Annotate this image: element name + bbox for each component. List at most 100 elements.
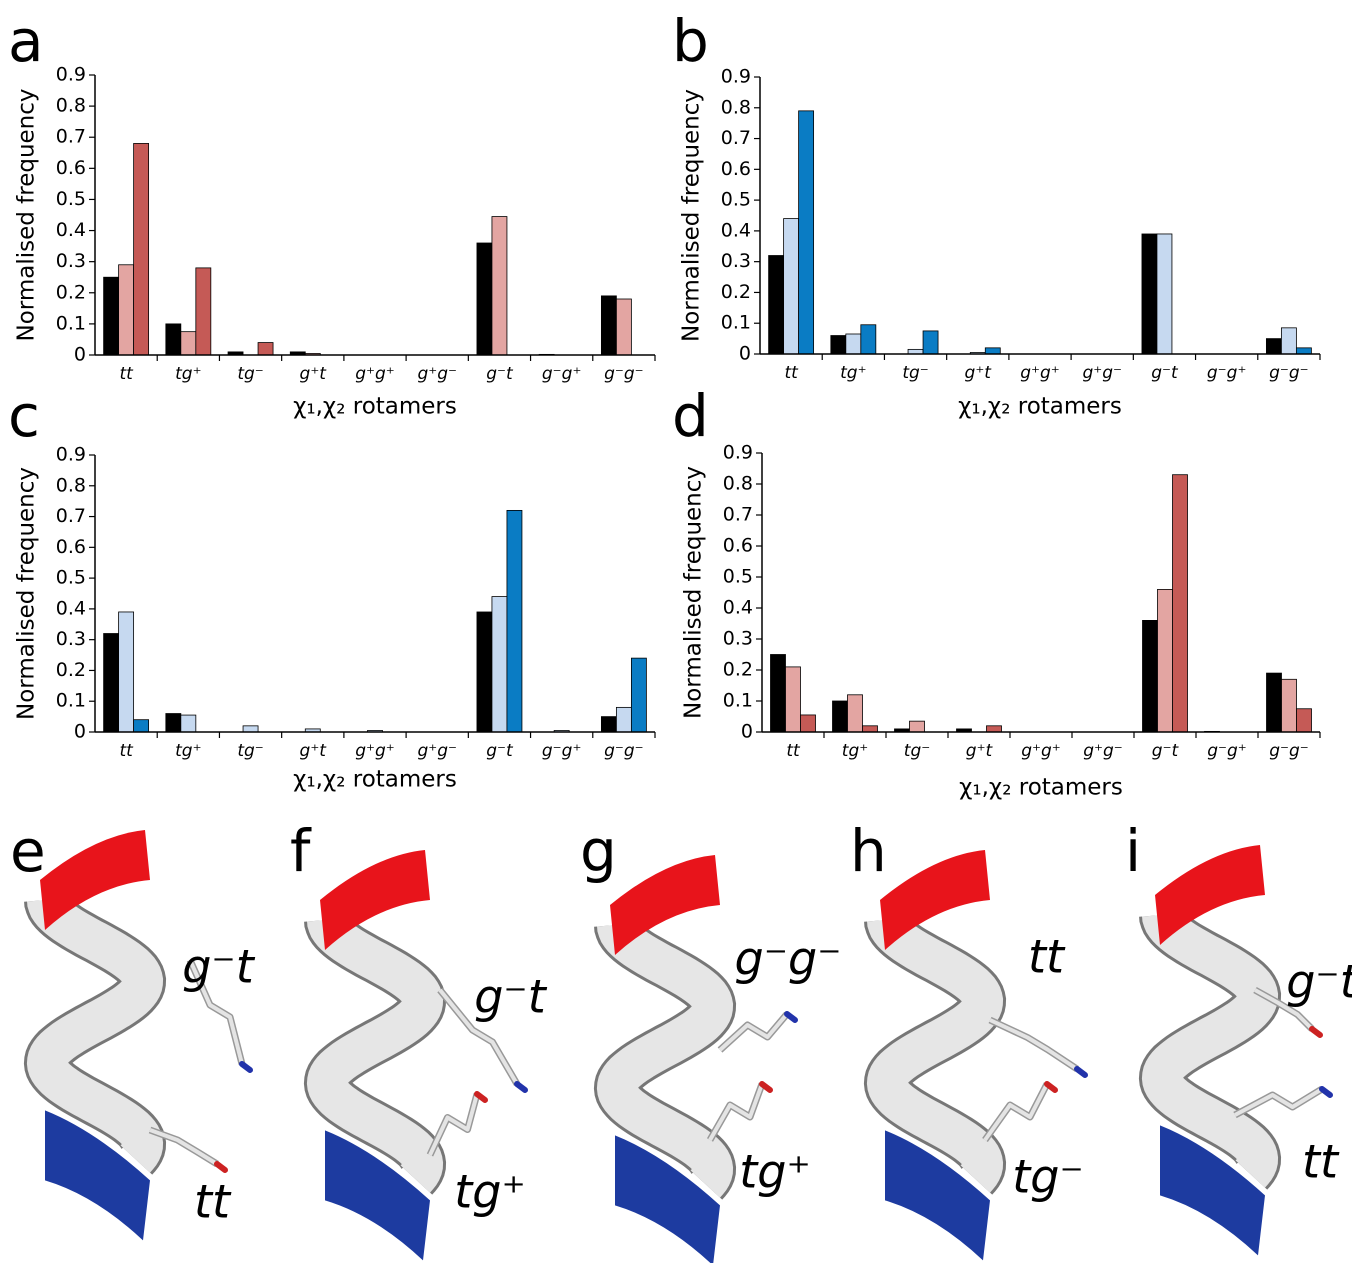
side-chain-tip	[1322, 1089, 1330, 1095]
bar	[119, 612, 134, 732]
y-tick-label: 0.8	[56, 474, 86, 496]
x-tick-label: g⁻g⁺	[542, 741, 582, 761]
x-tick-label: tg⁻	[237, 364, 263, 384]
bar	[910, 721, 925, 732]
x-tick-label: tg⁻	[902, 363, 928, 383]
bar	[1281, 328, 1296, 354]
x-tick-label: g⁺g⁻	[417, 364, 457, 384]
y-tick-label: 0.6	[56, 157, 86, 179]
rotamer-label: tg⁻	[1012, 1150, 1084, 1204]
x-axis-label: χ₁,χ₂ rotamers	[293, 394, 457, 420]
y-tick-label: 0	[74, 721, 86, 743]
x-tick-label: g⁻g⁺	[1207, 741, 1247, 761]
side-chain	[985, 1084, 1047, 1140]
y-tick-label: 0.8	[721, 96, 751, 118]
panel-label: e	[10, 817, 46, 885]
x-tick-label: g⁺g⁻	[1083, 741, 1123, 761]
x-tick-label: g⁻t	[486, 741, 514, 761]
x-tick-label: g⁻g⁻	[604, 364, 644, 384]
bar	[258, 343, 273, 355]
y-tick-label: 0.3	[721, 250, 751, 272]
bar	[166, 324, 181, 355]
y-tick-label: 0.5	[721, 189, 751, 211]
bar	[771, 655, 786, 733]
rotamer-label: tt	[1028, 930, 1066, 984]
bar	[861, 325, 876, 354]
rotamer-label: tt	[194, 1175, 232, 1229]
bar	[507, 510, 522, 732]
x-tick-label: g⁺t	[300, 364, 328, 384]
side-chain-tip	[1077, 1069, 1085, 1075]
y-tick-label: 0.3	[56, 250, 86, 272]
bar	[923, 331, 938, 354]
bar	[1158, 589, 1173, 732]
y-tick-label: 0.7	[721, 127, 751, 149]
panel-label: h	[850, 817, 887, 885]
bar	[1266, 339, 1281, 354]
y-tick-label: 0.3	[723, 628, 753, 650]
side-chain-tip	[217, 1164, 225, 1170]
x-tick-label: tg⁺	[175, 741, 201, 761]
y-tick-label: 0.1	[56, 690, 86, 712]
panel-label: c	[8, 382, 40, 450]
bar	[477, 612, 492, 732]
bar	[1157, 234, 1172, 354]
rotamer-label: g⁻t	[474, 970, 547, 1024]
bar	[1142, 234, 1157, 354]
panel-label: i	[1125, 817, 1141, 885]
x-tick-label: tg⁺	[175, 364, 201, 384]
y-tick-label: 0.5	[56, 188, 86, 210]
bar	[1173, 475, 1188, 732]
bar	[616, 299, 631, 355]
bar	[1143, 620, 1158, 732]
y-tick-label: 0.5	[56, 567, 86, 589]
y-tick-label: 0.1	[721, 312, 751, 334]
bar	[786, 667, 801, 732]
x-tick-label: tg⁻	[237, 741, 263, 761]
bar	[631, 658, 646, 732]
rotamer-label: tg⁺	[739, 1145, 811, 1199]
y-tick-label: 0	[74, 344, 86, 366]
bar	[166, 714, 181, 732]
x-tick-label: g⁻g⁻	[1269, 363, 1309, 383]
y-tick-label: 0.9	[56, 444, 86, 466]
x-tick-label: g⁺g⁻	[417, 741, 457, 761]
x-tick-label: g⁺g⁻	[1082, 363, 1122, 383]
rotamer-label: g⁻t	[182, 940, 255, 994]
y-axis-label: Normalised frequency	[14, 467, 40, 720]
x-tick-label: g⁺g⁺	[355, 741, 395, 761]
x-tick-label: tt	[119, 364, 134, 384]
bar	[477, 243, 492, 355]
panel-label: b	[672, 7, 709, 75]
x-tick-label: tt	[119, 741, 134, 761]
y-tick-label: 0	[741, 721, 753, 743]
panel-label: d	[672, 382, 709, 450]
bar	[1297, 709, 1312, 732]
y-tick-label: 0.9	[723, 442, 753, 464]
y-axis-label: Normalised frequency	[679, 89, 705, 342]
y-tick-label: 0.9	[56, 64, 86, 86]
bar	[784, 219, 799, 354]
bar	[1296, 348, 1311, 354]
y-tick-label: 0.2	[721, 281, 751, 303]
x-axis-label: χ₁,χ₂ rotamers	[959, 775, 1123, 801]
bar	[492, 217, 507, 355]
y-axis-label: Normalised frequency	[681, 466, 707, 719]
y-tick-label: 0.6	[721, 158, 751, 180]
x-tick-label: tt	[784, 363, 799, 383]
y-tick-label: 0	[739, 343, 751, 365]
bar	[801, 715, 816, 732]
x-tick-label: g⁺g⁺	[1020, 363, 1060, 383]
side-chain-tip	[1312, 1029, 1320, 1035]
rotamer-label: g⁻t	[1286, 955, 1352, 1009]
bar	[104, 277, 119, 355]
side-chain-tip	[517, 1084, 525, 1090]
bar	[1282, 679, 1297, 732]
y-tick-label: 0.5	[723, 566, 753, 588]
y-tick-label: 0.4	[723, 597, 753, 619]
y-tick-label: 0.7	[56, 505, 86, 527]
figure: aNormalised frequencyχ₁,χ₂ rotamers00.10…	[0, 0, 1352, 1263]
x-tick-label: g⁺t	[300, 741, 328, 761]
bar	[243, 726, 258, 732]
x-tick-label: g⁻t	[1152, 741, 1180, 761]
